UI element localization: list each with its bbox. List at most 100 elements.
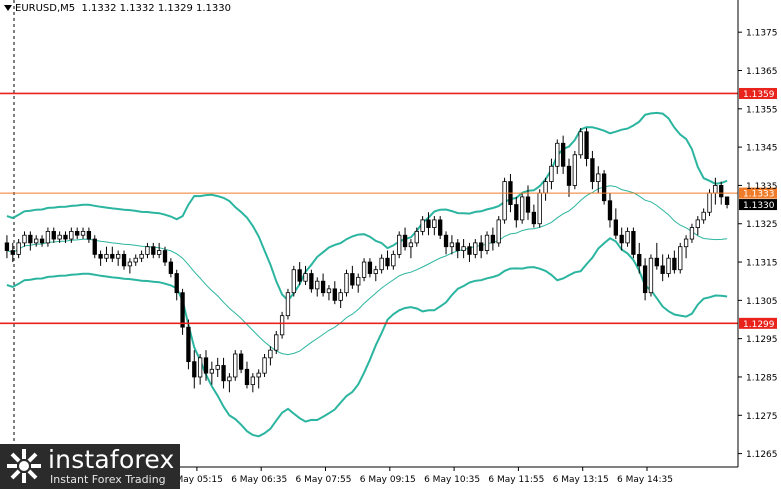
price-tick-label: 1.1315 bbox=[746, 259, 778, 269]
candle-bull bbox=[578, 131, 583, 156]
logo-tagline: Instant Forex Trading bbox=[50, 473, 166, 486]
ohlc-readout: 1.1332 1.1332 1.1329 1.1330 bbox=[81, 3, 231, 14]
candle-bull bbox=[139, 253, 144, 259]
price-tick-label: 1.1375 bbox=[746, 29, 778, 39]
candle-bull bbox=[695, 219, 700, 228]
candle-bull bbox=[215, 365, 220, 370]
candle-bull bbox=[303, 273, 308, 282]
candle-bear bbox=[221, 365, 226, 382]
candle-bear bbox=[490, 234, 496, 244]
candle-bear bbox=[244, 368, 250, 386]
candle-bear bbox=[426, 219, 431, 228]
candle-bull bbox=[268, 349, 273, 359]
candle-bull bbox=[519, 196, 525, 221]
level-price-tag bbox=[739, 187, 777, 199]
candle-bear bbox=[443, 234, 449, 248]
candle-bear bbox=[203, 357, 209, 374]
candle-bear bbox=[566, 165, 572, 186]
candle-bear bbox=[168, 261, 174, 274]
candle-bull bbox=[262, 357, 267, 374]
candle-bear bbox=[637, 253, 642, 267]
candle-bull bbox=[256, 372, 261, 378]
price-tick-label: 1.1275 bbox=[746, 412, 778, 422]
logo-brand-text: instaforex bbox=[48, 445, 175, 474]
candle-bear bbox=[660, 265, 665, 274]
candle-bull bbox=[326, 288, 332, 294]
time-tick-label: 6 May 05:15 bbox=[167, 475, 223, 485]
candle-bear bbox=[92, 238, 97, 255]
candle-bear bbox=[238, 353, 244, 370]
price-tick-label: 1.1345 bbox=[746, 144, 778, 154]
price-tick-label: 1.1295 bbox=[746, 335, 778, 345]
bollinger-upper-line bbox=[6, 111, 728, 302]
price-tick-label: 1.1335 bbox=[746, 182, 778, 192]
candle-bear bbox=[584, 131, 589, 160]
candle-bear bbox=[75, 230, 80, 236]
level-price-label: 1.1333 bbox=[743, 190, 775, 200]
candle-bear bbox=[4, 242, 10, 251]
level-price-tag bbox=[739, 87, 777, 99]
candle-bull bbox=[408, 242, 414, 248]
candle-bull bbox=[502, 181, 507, 221]
candle-bear bbox=[619, 234, 624, 244]
price-tick-label: 1.1305 bbox=[746, 297, 778, 307]
candle-bull bbox=[414, 230, 419, 244]
candle-bull bbox=[127, 261, 133, 267]
level-price-tag bbox=[739, 317, 777, 329]
candle-bear bbox=[385, 257, 390, 267]
candle-bull bbox=[57, 234, 62, 240]
candle-bull bbox=[683, 238, 689, 248]
candle-bull bbox=[379, 257, 384, 271]
candle-bull bbox=[16, 242, 21, 255]
candle-bull bbox=[34, 238, 39, 244]
candle-bear bbox=[479, 242, 484, 251]
candle-bull bbox=[397, 234, 402, 255]
price-tick-label: 1.1265 bbox=[746, 450, 778, 460]
candle-bull bbox=[420, 219, 425, 232]
candle-bear bbox=[367, 261, 373, 274]
candle-bull bbox=[338, 292, 343, 301]
candle-bear bbox=[309, 273, 314, 290]
candle-bull bbox=[145, 246, 150, 255]
candle-bear bbox=[39, 238, 45, 244]
candle-bull bbox=[104, 253, 109, 259]
candle-bear bbox=[110, 253, 115, 259]
candle-bull bbox=[285, 292, 291, 317]
candle-bear bbox=[590, 158, 595, 182]
candle-bull bbox=[625, 230, 630, 244]
time-tick-label: 6 May 13:15 bbox=[553, 475, 609, 485]
candle-bull bbox=[543, 181, 548, 194]
candles bbox=[4, 127, 730, 393]
time-tick-label: 6 May 07:55 bbox=[296, 475, 352, 485]
candle-bear bbox=[631, 230, 636, 255]
chart-header: EURUSD,M5 1.1332 1.1332 1.1329 1.1330 bbox=[4, 3, 231, 14]
candle-bull bbox=[496, 219, 501, 244]
candle-bull bbox=[45, 230, 51, 244]
candle-bear bbox=[10, 250, 15, 255]
candle-bull bbox=[449, 242, 455, 248]
bollinger-lower-line bbox=[6, 237, 728, 438]
candle-bear bbox=[672, 257, 677, 271]
candle-bull bbox=[133, 257, 138, 263]
candle-bull bbox=[678, 246, 683, 271]
candle-bull bbox=[555, 142, 560, 167]
time-tick-label: 6 May 09:15 bbox=[360, 475, 416, 485]
candle-bear bbox=[174, 273, 179, 294]
candle-bull bbox=[22, 234, 27, 244]
candle-bear bbox=[86, 230, 92, 240]
level-price-tag bbox=[739, 199, 777, 211]
candle-bear bbox=[402, 234, 408, 248]
price-tick-label: 1.1285 bbox=[746, 373, 778, 383]
candle-bear bbox=[438, 219, 443, 236]
candle-bear bbox=[180, 292, 185, 328]
candle-bear bbox=[186, 326, 191, 363]
collapse-triangle-icon[interactable] bbox=[4, 5, 12, 11]
candle-bear bbox=[525, 196, 531, 213]
candle-bear bbox=[320, 280, 326, 294]
candle-bull bbox=[279, 315, 285, 336]
candle-bull bbox=[461, 246, 466, 251]
candle-bear bbox=[607, 200, 613, 221]
